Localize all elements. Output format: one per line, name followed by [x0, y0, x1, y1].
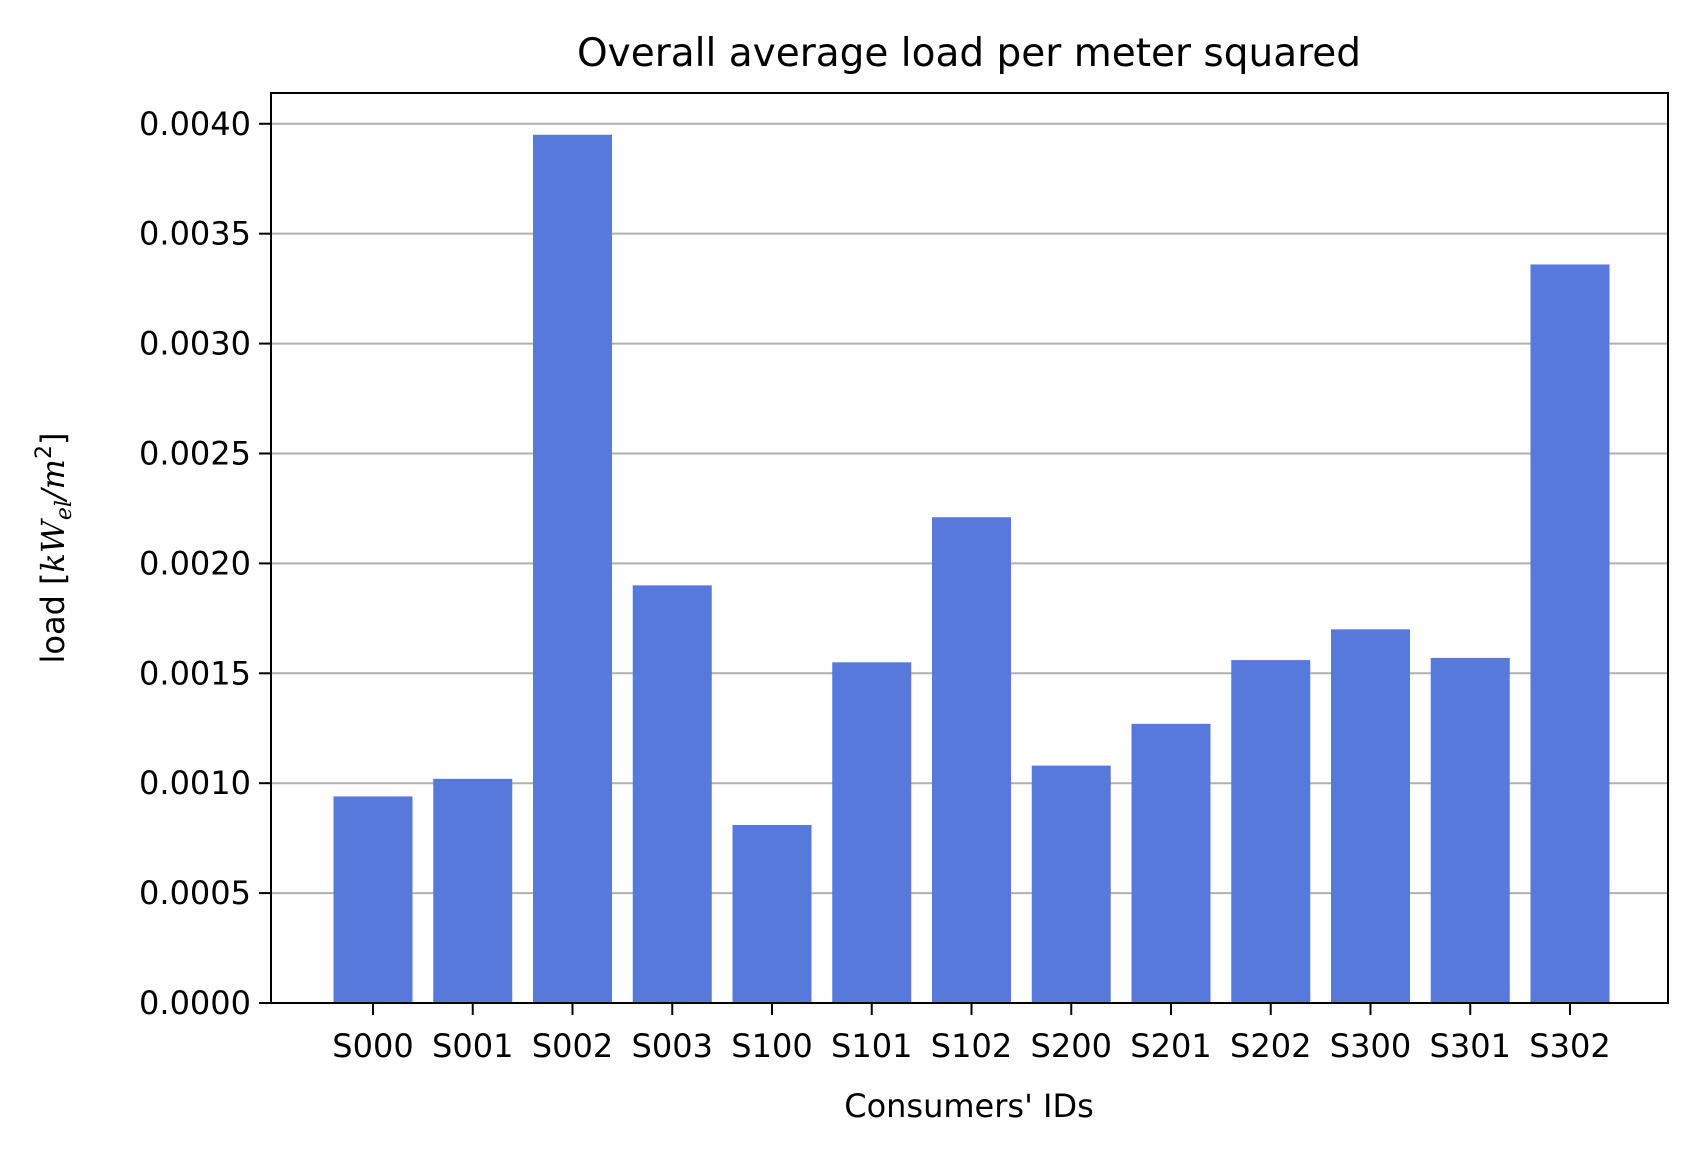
x-tick-label: S201 [1130, 1027, 1211, 1065]
y-tick-label: 0.0035 [139, 215, 251, 253]
y-axis-label: load [kWel/m2] [32, 433, 77, 664]
bar-s202 [1231, 660, 1311, 1003]
bar-s302 [1530, 264, 1610, 1003]
x-tick-label: S200 [1031, 1027, 1112, 1065]
x-tick-label: S302 [1529, 1027, 1610, 1065]
x-tick-label: S003 [632, 1027, 713, 1065]
bar-s003 [632, 585, 712, 1003]
y-tick-label: 0.0040 [139, 105, 251, 143]
y-tick-label: 0.0030 [139, 325, 251, 363]
y-tick-label: 0.0025 [139, 434, 251, 472]
y-axis-label-subscript: el [52, 500, 77, 520]
bar-s200 [1031, 765, 1111, 1003]
bar-s002 [533, 134, 612, 1003]
x-tick-label: S301 [1430, 1027, 1511, 1065]
x-axis-ticks: S000 S001 S002 S003 S100 S101 S102 S200 S201 S202… [332, 1003, 1611, 1065]
x-tick-label: S100 [731, 1027, 812, 1065]
x-tick-label: S102 [931, 1027, 1012, 1065]
y-axis-label-m: m [34, 459, 72, 489]
y-axis-label-suffix: ] [34, 433, 72, 445]
x-tick-label: S202 [1230, 1027, 1311, 1065]
y-axis-label-slash: / [34, 486, 72, 503]
bar-s300 [1331, 629, 1410, 1003]
bars [333, 134, 1610, 1003]
x-tick-label: S002 [532, 1027, 613, 1065]
y-axis-label-k: k [34, 553, 72, 572]
y-tick-label: 0.0005 [139, 874, 251, 912]
bar-s101 [832, 662, 912, 1003]
bar-s000 [333, 796, 413, 1003]
y-axis-label-prefix: load [ [34, 572, 72, 663]
x-tick-label: S001 [432, 1027, 513, 1065]
y-tick-label: 0.0020 [139, 544, 251, 582]
y-axis-label-w: W [34, 517, 72, 553]
bar-s100 [732, 824, 812, 1003]
x-tick-label: S000 [332, 1027, 413, 1065]
chart-title: Overall average load per meter squared [577, 31, 1361, 76]
bar-s102 [932, 517, 1011, 1003]
bar-s201 [1131, 723, 1211, 1003]
x-tick-label: S101 [831, 1027, 912, 1065]
y-tick-label: 0.0015 [139, 654, 251, 692]
y-tick-label: 0.0000 [139, 984, 251, 1022]
x-axis-label: Consumers' IDs [844, 1087, 1094, 1125]
bar-s301 [1430, 657, 1510, 1003]
y-axis-ticks: 0.0000 0.0005 0.0010 0.0015 0.0020 0.0025 0.00… [139, 105, 271, 1022]
x-tick-label: S300 [1330, 1027, 1411, 1065]
bar-s001 [433, 778, 513, 1003]
y-axis-label-superscript: 2 [32, 445, 57, 459]
plot-frame [270, 92, 1669, 1004]
y-tick-label: 0.0010 [139, 764, 251, 802]
